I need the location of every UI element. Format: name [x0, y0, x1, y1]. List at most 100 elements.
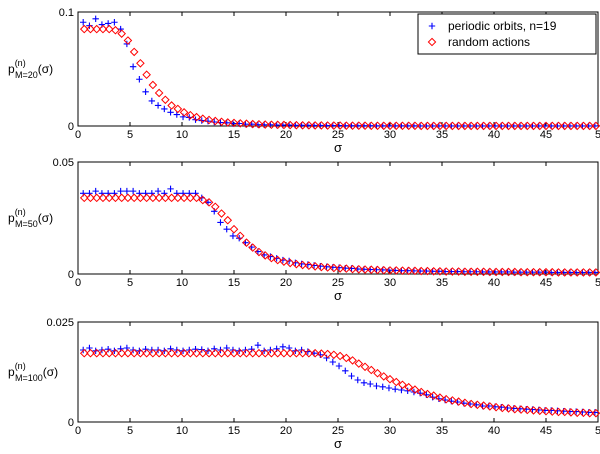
data-point-diamond [579, 268, 588, 277]
data-point-diamond [229, 348, 239, 358]
data-point-diamond [204, 115, 214, 125]
x-tick-label: 25 [332, 425, 344, 437]
data-point-diamond [335, 264, 345, 273]
data-point-diamond [310, 262, 320, 271]
data-point-diamond [554, 407, 563, 417]
data-point-diamond [423, 121, 432, 131]
data-point-diamond [179, 108, 189, 117]
data-point-plus [435, 395, 443, 402]
series-random-actions [79, 348, 600, 418]
data-point-plus [354, 376, 361, 384]
data-point-diamond [585, 121, 594, 131]
data-point-diamond [161, 348, 170, 358]
legend-label: random actions [448, 35, 530, 49]
data-point-diamond [210, 202, 220, 212]
data-point-diamond [448, 267, 457, 276]
data-point-diamond [329, 263, 339, 273]
x-tick-label: 5 [595, 277, 600, 289]
data-point-diamond [254, 119, 264, 129]
y-tick-label: 0 [68, 417, 74, 429]
data-point-diamond [547, 267, 557, 277]
data-point-diamond [516, 267, 526, 277]
x-tick-label: 45 [540, 129, 552, 141]
data-point-plus [204, 118, 212, 125]
data-point-diamond [198, 114, 208, 124]
x-tick-label: 0 [75, 277, 81, 289]
data-point-diamond [79, 193, 89, 203]
data-point-diamond [522, 121, 532, 131]
data-point-diamond [273, 120, 282, 130]
data-point-diamond [354, 359, 364, 368]
data-point-diamond [491, 121, 501, 131]
data-point-diamond [235, 119, 245, 128]
data-point-diamond [254, 348, 264, 358]
data-point-diamond [79, 24, 89, 34]
data-point-plus [416, 390, 424, 397]
data-point-diamond [591, 408, 600, 418]
data-point-diamond [423, 389, 432, 399]
data-point-diamond [117, 29, 126, 38]
data-point-diamond [560, 407, 570, 417]
data-point-diamond [535, 267, 545, 277]
data-point-diamond [441, 267, 451, 276]
data-point-diamond [129, 348, 139, 358]
data-point-diamond [360, 362, 370, 372]
data-point-diamond [454, 121, 463, 131]
data-point-diamond [416, 387, 426, 397]
data-point-diamond [572, 121, 582, 131]
data-point-diamond [572, 408, 582, 418]
data-point-diamond [354, 121, 364, 130]
data-point-diamond [142, 348, 151, 358]
data-point-plus [404, 387, 411, 394]
data-point-diamond [435, 267, 445, 276]
data-point-diamond [547, 407, 557, 416]
data-point-diamond [391, 377, 401, 387]
x-tick-label: 35 [436, 425, 448, 437]
data-point-diamond [410, 385, 420, 394]
data-point-diamond [179, 193, 189, 203]
data-point-diamond [385, 121, 395, 131]
data-point-diamond [217, 348, 226, 358]
data-point-plus [136, 76, 143, 83]
data-point-diamond [366, 265, 376, 275]
data-point-diamond [298, 121, 307, 130]
data-point-diamond [86, 24, 95, 34]
data-point-diamond [154, 193, 164, 203]
x-axis-label: σ [334, 436, 342, 449]
data-point-diamond [254, 247, 264, 257]
data-point-plus [129, 63, 137, 70]
x-tick-label: 0 [75, 129, 81, 141]
y-tick-label: 0 [68, 121, 74, 133]
data-point-diamond [129, 193, 139, 203]
data-point-plus [123, 187, 131, 195]
data-point-diamond [111, 193, 120, 203]
data-point-plus [173, 111, 180, 118]
data-point-plus [348, 372, 355, 380]
data-point-diamond [342, 121, 351, 130]
data-point-diamond [366, 365, 376, 375]
data-point-diamond [267, 120, 276, 130]
data-point-diamond [148, 193, 158, 203]
data-point-diamond [217, 117, 226, 127]
data-point-diamond [454, 267, 463, 276]
data-point-diamond [317, 121, 326, 130]
data-point-diamond [460, 121, 470, 131]
data-point-diamond [223, 215, 233, 225]
data-point-diamond [317, 349, 326, 358]
data-point-diamond [260, 120, 270, 129]
data-point-diamond [391, 121, 401, 131]
data-point-diamond [148, 348, 158, 358]
x-tick-label: 10 [176, 277, 188, 289]
data-point-diamond [186, 110, 195, 120]
data-point-diamond [279, 257, 289, 266]
data-point-diamond [373, 265, 382, 275]
legend-box [417, 13, 597, 55]
data-point-diamond [391, 266, 401, 275]
data-point-diamond [491, 402, 501, 412]
data-point-plus [92, 187, 99, 195]
x-tick-label: 10 [176, 425, 188, 437]
data-point-diamond [448, 396, 457, 405]
data-point-diamond [304, 261, 314, 271]
data-point-diamond [522, 267, 532, 277]
